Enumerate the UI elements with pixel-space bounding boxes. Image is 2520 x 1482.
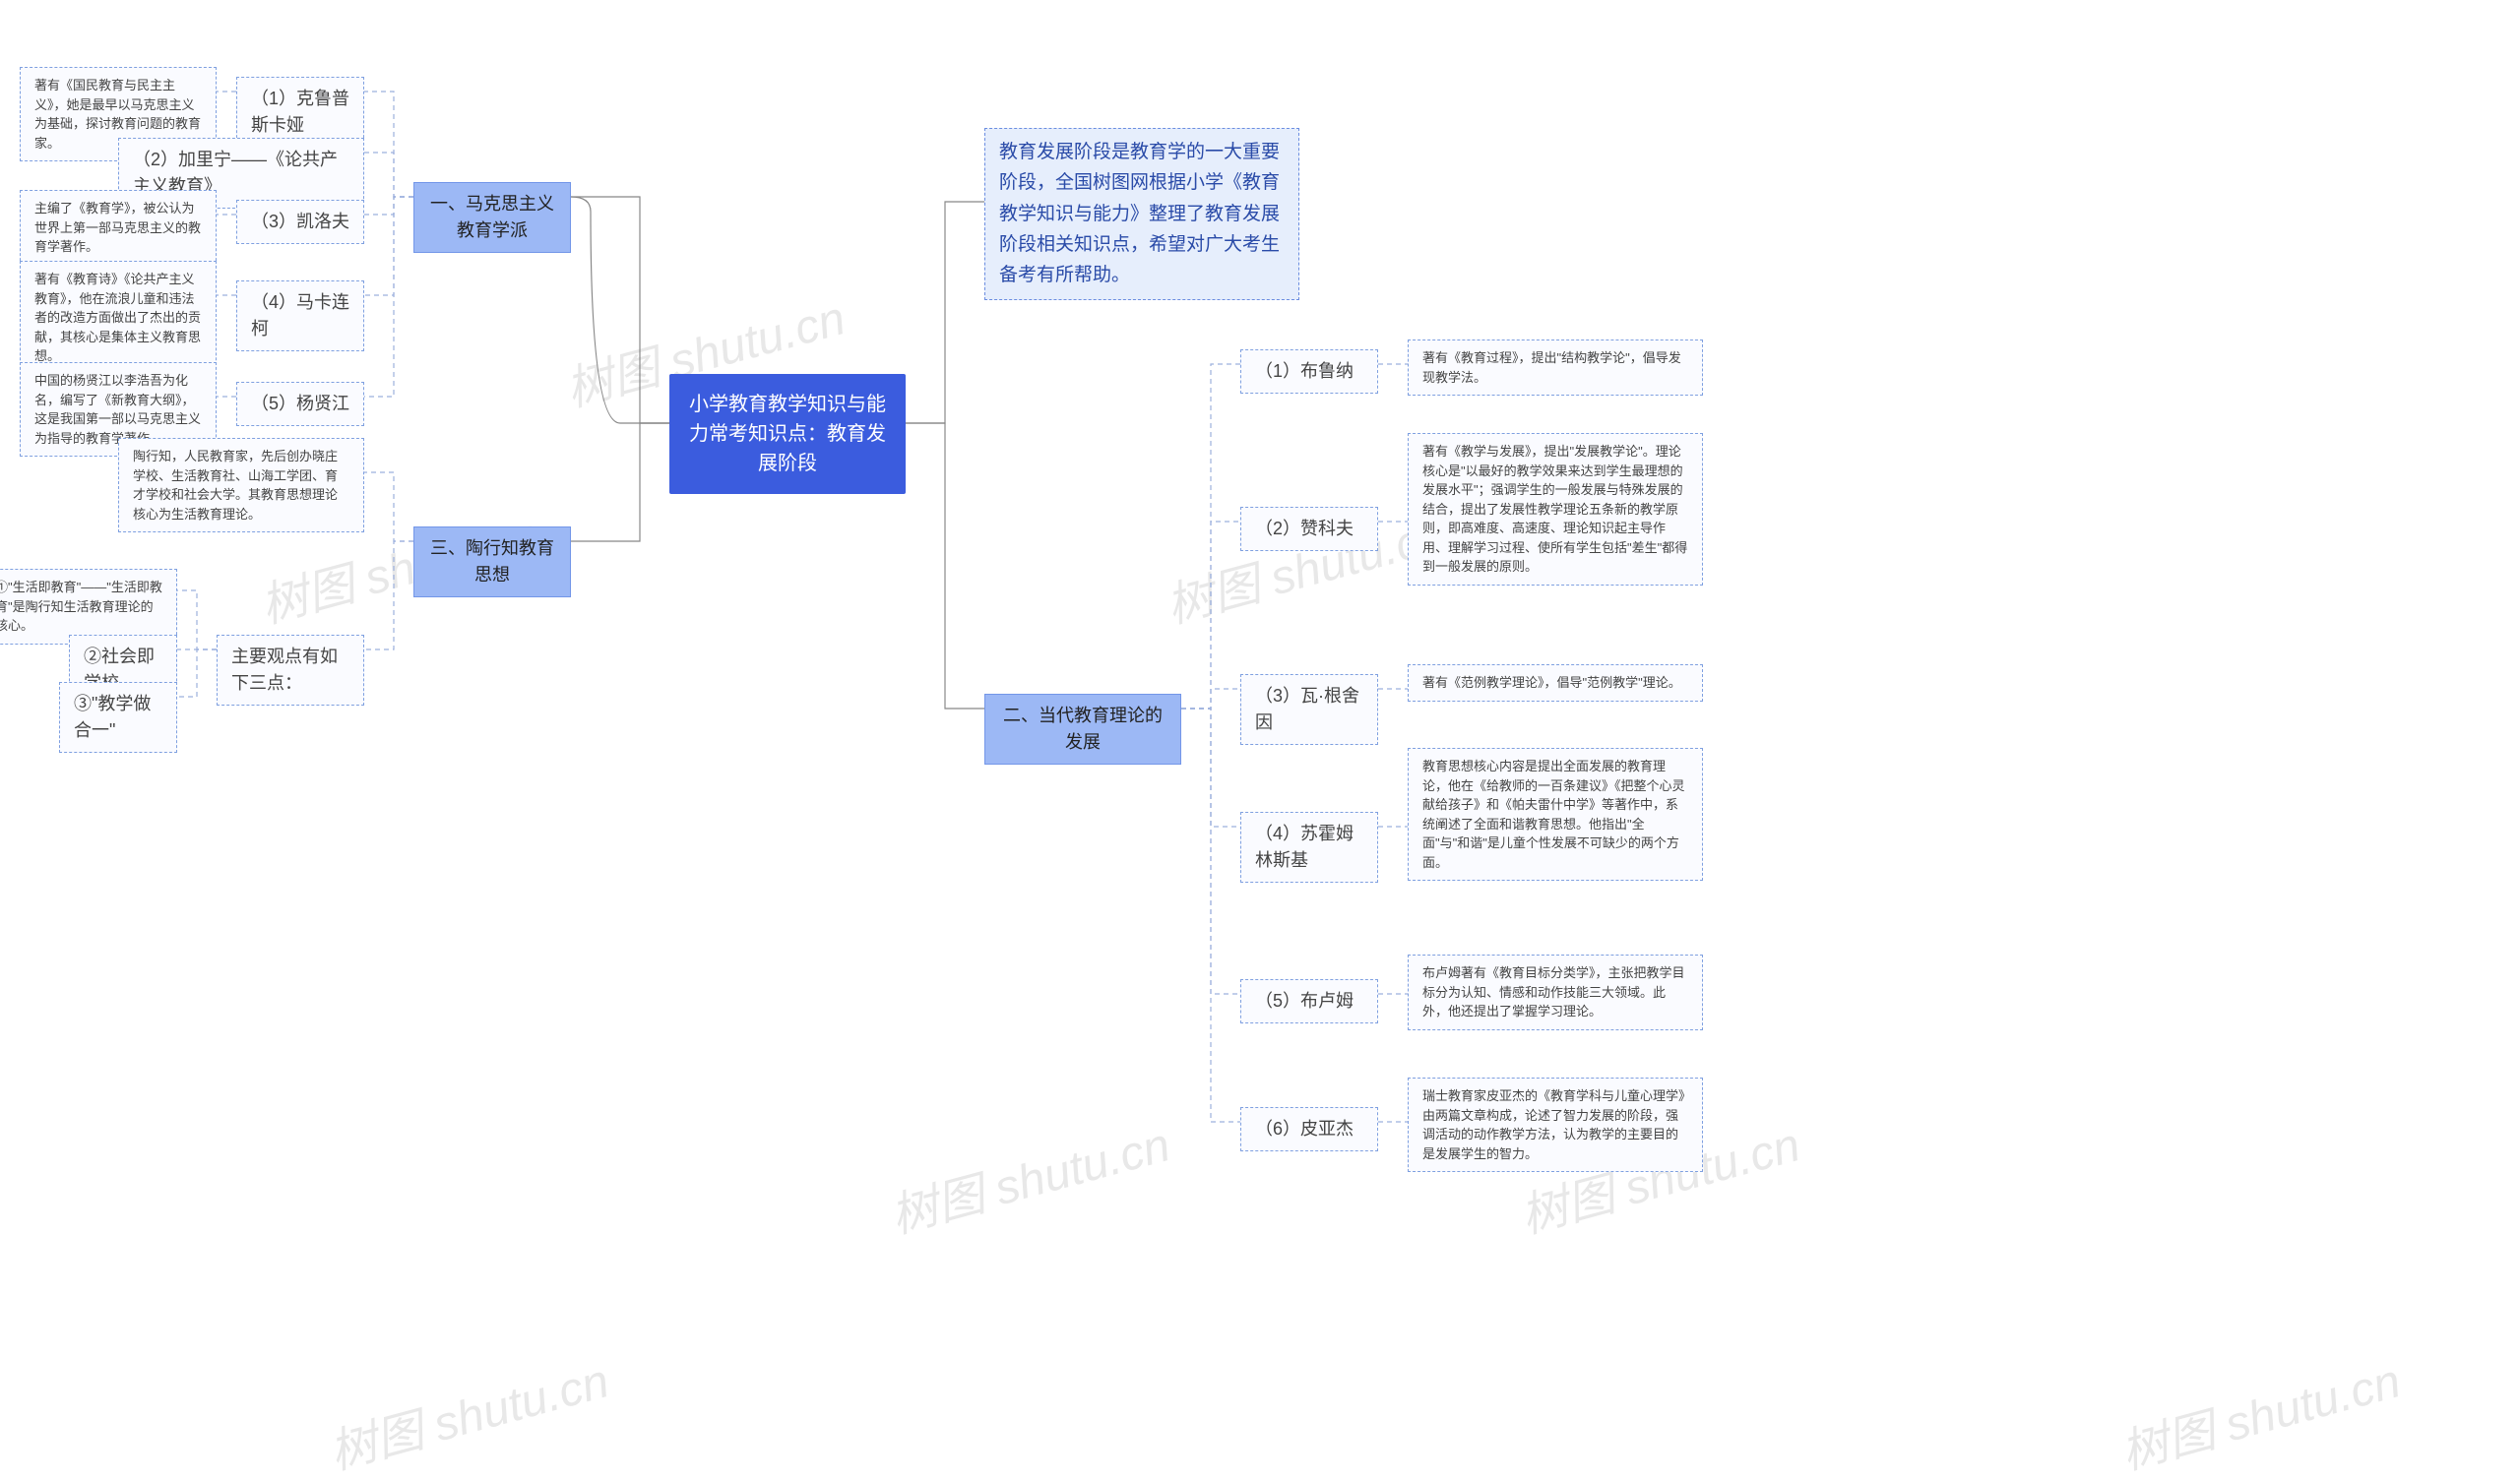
intro-box: 教育发展阶段是教育学的一大重要阶段，全国树图网根据小学《教育教学知识与能力》整理… (984, 128, 1299, 300)
branch-contemporary: 二、当代教育理论的发展 (984, 694, 1181, 765)
b1-desc-3: 主编了《教育学》，被公认为世界上第一部马克思主义的教育学著作。 (20, 190, 217, 266)
watermark: 树图 shutu.cn (882, 1106, 1176, 1247)
br-item-6: （6）皮亚杰 (1240, 1107, 1378, 1151)
b2-sub-title: 主要观点有如下三点： (217, 635, 364, 706)
br-item-5: （5）布卢姆 (1240, 979, 1378, 1023)
root-node: 小学教育教学知识与能力常考知识点：教育发展阶段 (669, 374, 906, 494)
watermark: 树图 shutu.cn (2112, 1342, 2407, 1482)
br-desc-1: 著有《教育过程》，提出"结构教学论"，倡导发现教学法。 (1408, 340, 1703, 396)
b1-desc-4: 著有《教育诗》《论共产主义教育》，他在流浪儿童和违法者的改造方面做出了杰出的贡献… (20, 261, 217, 375)
br-desc-6: 瑞士教育家皮亚杰的《教育学科与儿童心理学》由两篇文章构成，论述了智力发展的阶段，… (1408, 1078, 1703, 1172)
b2-point-3: ③"教学做合一" (59, 682, 177, 753)
b1-item-4: （4）马卡连柯 (236, 280, 364, 351)
br-desc-3: 著有《范例教学理论》，倡导"范例教学"理论。 (1408, 664, 1703, 702)
br-item-4: （4）苏霍姆林斯基 (1240, 812, 1378, 883)
br-desc-4: 教育思想核心内容是提出全面发展的教育理论，他在《给教师的一百条建议》《把整个心灵… (1408, 748, 1703, 881)
b1-item-5: （5）杨贤江 (236, 382, 364, 426)
b2-top-desc: 陶行知，人民教育家，先后创办晓庄学校、生活教育社、山海工学团、育才学校和社会大学… (118, 438, 364, 532)
branch-taoxingzhi: 三、陶行知教育思想 (413, 526, 571, 597)
b2-point-1: ①"生活即教育"——"生活即教育"是陶行知生活教育理论的核心。 (0, 569, 177, 645)
watermark: 树图 shutu.cn (321, 1342, 615, 1482)
branch-marxism: 一、马克思主义教育学派 (413, 182, 571, 253)
br-desc-5: 布卢姆著有《教育目标分类学》，主张把教学目标分为认知、情感和动作技能三大领域。此… (1408, 955, 1703, 1030)
br-item-2: （2）赞科夫 (1240, 507, 1378, 551)
b1-item-3: （3）凯洛夫 (236, 200, 364, 244)
br-item-3: （3）瓦·根舍因 (1240, 674, 1378, 745)
br-desc-2: 著有《教学与发展》，提出"发展教学论"。理论核心是"以最好的教学效果来达到学生最… (1408, 433, 1703, 586)
br-item-1: （1）布鲁纳 (1240, 349, 1378, 394)
